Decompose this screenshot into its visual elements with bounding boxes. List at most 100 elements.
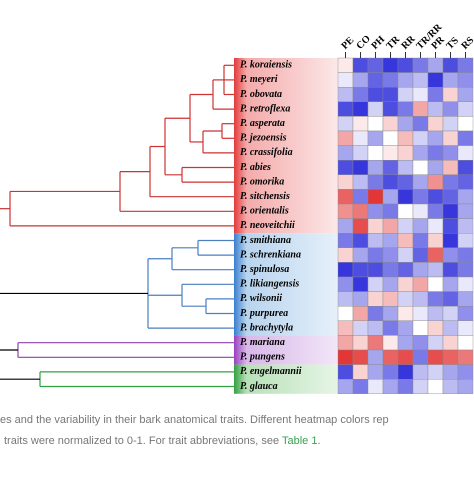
cell xyxy=(352,174,369,190)
cell xyxy=(412,291,429,307)
cell xyxy=(457,320,474,336)
cell xyxy=(352,320,369,336)
cell xyxy=(382,145,399,161)
cell xyxy=(412,130,429,146)
cell xyxy=(382,276,399,292)
cell xyxy=(412,218,429,234)
cell xyxy=(337,247,354,263)
cell xyxy=(427,247,444,263)
cell xyxy=(382,86,399,102)
cell xyxy=(367,159,384,175)
cell xyxy=(352,218,369,234)
cell xyxy=(442,116,459,132)
cell xyxy=(397,349,414,365)
caption: traits were normalized to 0-1. For trait… xyxy=(4,435,321,447)
cell xyxy=(337,364,354,380)
cell xyxy=(457,86,474,102)
cell xyxy=(442,320,459,336)
cell xyxy=(367,364,384,380)
cell xyxy=(397,379,414,395)
cell xyxy=(427,116,444,132)
cell xyxy=(412,86,429,102)
cell xyxy=(412,116,429,132)
row-label: P. abies xyxy=(240,162,271,173)
cell xyxy=(427,379,444,395)
cell xyxy=(352,72,369,88)
caption-text: traits were normalized to 0-1. For trait… xyxy=(4,435,282,447)
row-label: P. jezoensis xyxy=(240,133,287,144)
cell xyxy=(337,335,354,351)
cell xyxy=(397,86,414,102)
cell xyxy=(382,379,399,395)
row-label: P. neoveitchii xyxy=(240,220,295,231)
cell xyxy=(427,145,444,161)
cell xyxy=(457,306,474,322)
cell xyxy=(442,145,459,161)
cell xyxy=(427,57,444,73)
cell xyxy=(382,247,399,263)
cell xyxy=(337,276,354,292)
row-label: P. spinulosa xyxy=(240,264,289,275)
cell xyxy=(367,306,384,322)
cell xyxy=(457,232,474,248)
cell xyxy=(367,101,384,117)
cell xyxy=(352,276,369,292)
cell xyxy=(367,335,384,351)
cell xyxy=(457,101,474,117)
cell xyxy=(382,291,399,307)
table-link[interactable]: Table 1. xyxy=(282,435,321,447)
row-label: P. omorika xyxy=(240,176,284,187)
cell xyxy=(442,218,459,234)
cell xyxy=(352,247,369,263)
cell xyxy=(352,159,369,175)
cell xyxy=(427,130,444,146)
cell xyxy=(457,145,474,161)
group-box xyxy=(234,233,338,336)
row-label: P. wilsonii xyxy=(240,293,282,304)
cell xyxy=(337,306,354,322)
cell xyxy=(442,159,459,175)
row-label: P. obovata xyxy=(240,89,282,100)
cell xyxy=(367,349,384,365)
cell xyxy=(382,232,399,248)
cell xyxy=(412,349,429,365)
cell xyxy=(427,291,444,307)
group-box xyxy=(234,364,338,394)
cell xyxy=(367,232,384,248)
cell xyxy=(427,218,444,234)
cell xyxy=(382,262,399,278)
cell xyxy=(382,116,399,132)
cell xyxy=(352,364,369,380)
row-label: P. meyeri xyxy=(240,74,278,85)
caption: es and the variability in their bark ana… xyxy=(0,414,389,426)
cell xyxy=(427,72,444,88)
cell xyxy=(397,262,414,278)
cell xyxy=(337,130,354,146)
cell xyxy=(442,130,459,146)
cell xyxy=(382,57,399,73)
cell xyxy=(412,72,429,88)
cell xyxy=(367,72,384,88)
group-box xyxy=(234,58,338,234)
cell xyxy=(367,247,384,263)
cell xyxy=(382,174,399,190)
cell xyxy=(337,86,354,102)
cell xyxy=(442,349,459,365)
cell xyxy=(427,320,444,336)
cell xyxy=(337,116,354,132)
cell xyxy=(412,101,429,117)
cell xyxy=(397,57,414,73)
cell xyxy=(352,130,369,146)
cell xyxy=(397,232,414,248)
cell xyxy=(367,116,384,132)
cell xyxy=(352,145,369,161)
cell xyxy=(352,306,369,322)
cell xyxy=(457,218,474,234)
cell xyxy=(397,247,414,263)
cell xyxy=(427,335,444,351)
row-label: P. purpurea xyxy=(240,308,288,319)
row-label: P. asperata xyxy=(240,118,285,129)
cell xyxy=(397,159,414,175)
cell xyxy=(382,349,399,365)
